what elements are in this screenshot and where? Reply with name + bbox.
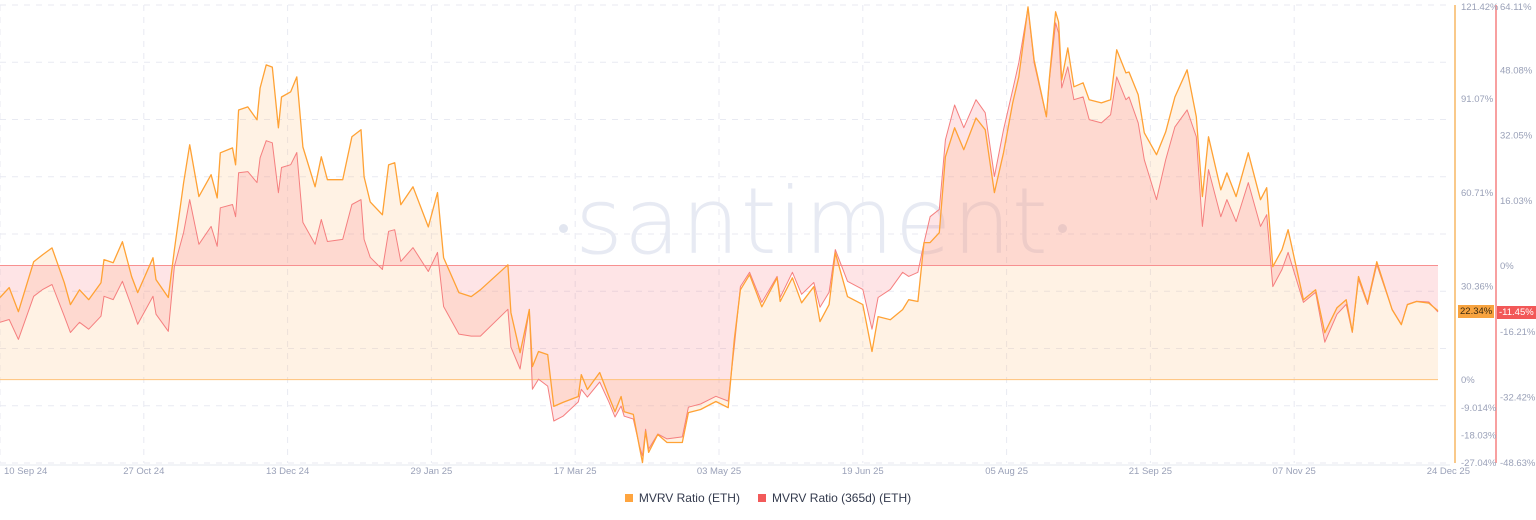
- y-tick-label-left: 30.36%: [1461, 281, 1494, 292]
- legend-item-mvrv[interactable]: MVRV Ratio (ETH): [624, 491, 740, 505]
- y-tick-label-left: -27.04%: [1461, 458, 1497, 469]
- x-tick-label: 05 Aug 25: [985, 466, 1028, 477]
- y-tick-label-left: 91.07%: [1461, 94, 1494, 105]
- y-tick-label-right: 64.11%: [1500, 2, 1532, 13]
- y-tick-label-left: -18.03%: [1461, 431, 1497, 442]
- x-tick-label: 10 Sep 24: [4, 466, 47, 477]
- x-tick-label: 29 Jan 25: [411, 466, 453, 477]
- watermark-dot-left: [559, 224, 568, 233]
- line-mvrv: [0, 6, 1439, 464]
- watermark-dot-right: [1057, 224, 1067, 233]
- santiment-watermark: santiment: [555, 168, 1067, 275]
- x-tick-label: 07 Nov 25: [1273, 466, 1316, 477]
- watermark-text: santiment: [575, 168, 1049, 275]
- legend-swatch-mvrv: [624, 494, 633, 502]
- y-tick-label-right: 48.08%: [1500, 66, 1533, 77]
- legend-label-mvrv: MVRV Ratio (ETH): [638, 491, 740, 505]
- y-tick-label-left: -9.014%: [1461, 403, 1497, 414]
- last-value-badge-mvrv: 22.34%: [1458, 305, 1495, 318]
- last-value-badge-mvrv-365d: -11.45%: [1497, 306, 1536, 319]
- y-tick-label-left: 60.71%: [1461, 188, 1494, 199]
- legend-item-mvrv-365d[interactable]: MVRV Ratio (365d) (ETH): [757, 491, 912, 505]
- y-tick-label-left: 0%: [1461, 375, 1475, 386]
- y-tick-label-right: -32.42%: [1500, 393, 1536, 404]
- y-tick-label-right: 0%: [1500, 261, 1514, 272]
- x-tick-label: 19 Jun 25: [842, 466, 884, 477]
- x-tick-label: 27 Oct 24: [123, 466, 164, 477]
- x-tick-label: 13 Dec 24: [266, 466, 309, 477]
- x-tick-label: 24 Dec 25: [1427, 466, 1470, 477]
- legend-label-mvrv-365d: MVRV Ratio (365d) (ETH): [771, 491, 912, 505]
- x-tick-label: 17 Mar 25: [554, 466, 597, 477]
- y-tick-label-right: 16.03%: [1500, 196, 1533, 207]
- y-tick-label-right: -16.21%: [1500, 327, 1536, 338]
- y-tick-label-right: -48.63%: [1500, 458, 1536, 469]
- legend-swatch-mvrv-365d: [757, 494, 766, 502]
- x-tick-label: 03 May 25: [697, 466, 741, 477]
- line-mvrv-365d: [0, 7, 1439, 457]
- y-tick-label-right: 32.05%: [1500, 131, 1533, 142]
- legend: MVRV Ratio (ETH) MVRV Ratio (365d) (ETH): [0, 491, 1536, 505]
- y-tick-label-left: 121.42%: [1461, 2, 1499, 13]
- area-mvrv-365d: [0, 7, 1438, 457]
- area-mvrv: [0, 6, 1438, 463]
- x-tick-label: 21 Sep 25: [1129, 466, 1172, 477]
